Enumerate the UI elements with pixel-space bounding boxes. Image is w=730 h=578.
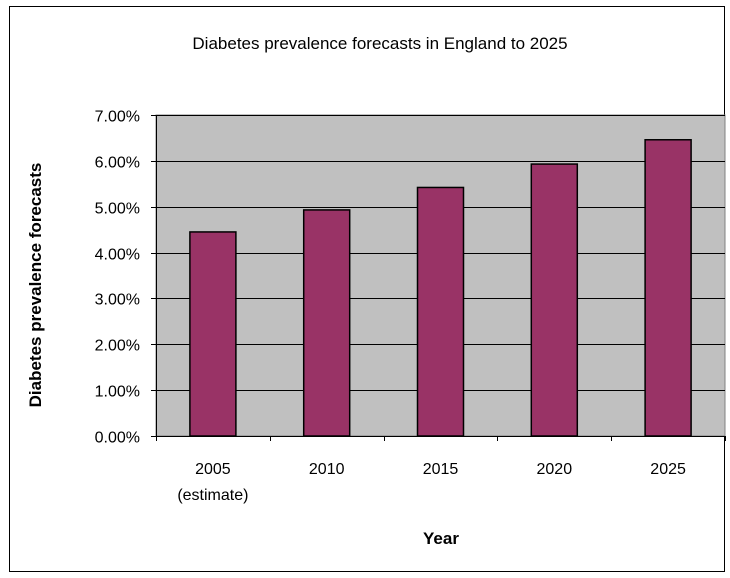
x-tick-label: 2015 — [423, 461, 459, 478]
bar — [302, 209, 351, 437]
y-tick-label: 3.00% — [95, 292, 140, 309]
y-tick-labels: 0.00% 1.00% 2.00% 3.00% 4.00% 5.00% 6.00% 7.00% — [95, 109, 140, 447]
chart-title: Diabetes prevalence forecasts in England… — [192, 34, 567, 53]
x-tick-label: 2010 — [309, 461, 345, 478]
bar — [530, 163, 579, 437]
x-tick-label: 2025 — [650, 461, 686, 478]
y-tick-label: 4.00% — [95, 247, 140, 264]
x-tick-label: (estimate) — [177, 487, 248, 504]
bar — [416, 186, 465, 437]
x-tick-labels: 2005 (estimate) 2010 2015 2020 2025 — [177, 461, 686, 504]
x-tick-label: 2005 — [195, 461, 231, 478]
bar — [644, 139, 692, 437]
bars — [189, 139, 692, 437]
x-axis-title: Year — [423, 529, 459, 548]
y-tick-label: 1.00% — [95, 384, 140, 401]
y-tick-label: 7.00% — [95, 109, 140, 126]
y-tick-label: 6.00% — [95, 155, 140, 172]
y-tick-label: 0.00% — [95, 430, 140, 447]
y-axis-title: Diabetes prevalence forecasts — [26, 163, 45, 408]
x-tick-label: 2020 — [537, 461, 573, 478]
y-tick-label: 5.00% — [95, 201, 140, 218]
bar — [189, 231, 237, 437]
y-tick-label: 2.00% — [95, 338, 140, 355]
axes — [151, 115, 726, 441]
